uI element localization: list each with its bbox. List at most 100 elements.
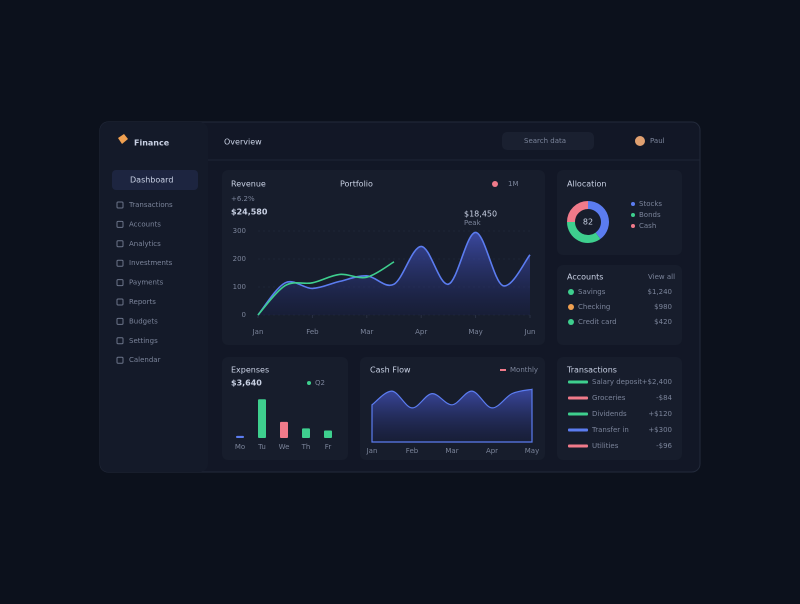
main-line (257, 261, 395, 316)
card-bars (222, 357, 348, 460)
x-tick-label: We (279, 443, 290, 451)
user-name: Paul (650, 137, 665, 145)
nav-icon[interactable] (116, 356, 124, 364)
nav-item[interactable]: Reports (129, 298, 156, 306)
page-title: Overview (224, 138, 262, 147)
chart-subtitle: Portfolio (340, 180, 373, 189)
bar (302, 428, 310, 438)
main-line (257, 231, 531, 316)
legend-dot (307, 381, 311, 385)
nav-item[interactable]: Budgets (129, 317, 158, 325)
account-amount: $420 (654, 318, 672, 326)
account-name: Checking (578, 303, 610, 311)
bars-total: $3,640 (231, 379, 262, 388)
nav-item[interactable]: Analytics (129, 240, 161, 248)
bar (236, 435, 244, 438)
nav-item[interactable]: Payments (129, 279, 164, 287)
transaction-bar (568, 380, 588, 384)
avatar[interactable] (635, 136, 645, 146)
account-amount: $980 (654, 303, 672, 311)
transaction-amount: +$2,400 (642, 378, 672, 386)
donut-title: Allocation (567, 180, 606, 189)
legend-text: Monthly (510, 366, 538, 374)
donut-segment (587, 201, 609, 239)
legend-text: Q2 (315, 379, 325, 387)
accounts-title: Accounts (567, 273, 603, 282)
x-tick-label: Tu (257, 443, 266, 451)
x-tick-label: May (525, 447, 539, 455)
x-tick-label: Feb (406, 447, 419, 455)
sidebar (100, 122, 208, 472)
transaction-amount: -$84 (656, 394, 672, 402)
donut-label: Bonds (639, 211, 661, 219)
x-tick-label: Jun (524, 328, 536, 336)
legend-text: 1M (508, 180, 519, 188)
account-amount: $1,240 (648, 288, 673, 296)
nav-item-active: Dashboard (130, 176, 173, 185)
brand: Finance (134, 139, 170, 148)
bar (258, 399, 266, 438)
y-tick-label: 300 (233, 227, 246, 235)
sidebar-active-bg[interactable] (112, 170, 198, 190)
nav-item[interactable]: Transactions (128, 201, 173, 209)
card-transactions (557, 357, 682, 460)
accounts-action: View all (648, 273, 675, 281)
x-tick-label: Jan (252, 328, 264, 336)
card-main (222, 170, 545, 345)
account-name: Savings (578, 288, 606, 296)
legend-dot (631, 213, 635, 217)
legend-dot (631, 202, 635, 206)
y-tick-label: 100 (233, 283, 246, 291)
nav-icon[interactable] (116, 317, 124, 325)
x-tick-label: Apr (415, 328, 427, 336)
bar (324, 430, 332, 438)
card-donut (557, 170, 682, 255)
main-area (258, 232, 530, 315)
nav-icon[interactable] (116, 240, 124, 248)
chart-total: $24,580 (231, 208, 268, 217)
nav-icon[interactable] (116, 337, 124, 345)
account-icon (568, 289, 574, 295)
transaction-bar (568, 428, 588, 432)
nav-item[interactable]: Calendar (129, 356, 161, 364)
transaction-name: Dividends (592, 410, 627, 418)
transaction-bar (568, 412, 588, 416)
nav-icon[interactable] (116, 298, 124, 306)
legend-dot (492, 181, 498, 187)
area (371, 388, 533, 443)
donut-center: 82 (583, 218, 593, 227)
y-tick-label: 0 (242, 311, 246, 319)
transaction-amount: -$96 (656, 442, 672, 450)
transaction-name: Utilities (592, 442, 619, 450)
account-name: Credit card (578, 318, 617, 326)
x-tick-label: Mar (360, 328, 373, 336)
nav-item[interactable]: Investments (129, 259, 173, 267)
peak-label: $18,450 (464, 210, 497, 219)
transaction-name: Groceries (592, 394, 626, 402)
card-accounts (557, 265, 682, 345)
legend-dot (631, 224, 635, 228)
x-tick-label: Jan (366, 447, 378, 455)
transaction-bar (568, 396, 588, 400)
nav-item[interactable]: Accounts (129, 220, 161, 228)
x-tick-label: Feb (306, 328, 319, 336)
area-title: Cash Flow (370, 366, 411, 375)
bars-title: Expenses (231, 366, 269, 375)
chart-title: Revenue (231, 180, 266, 189)
account-icon (568, 304, 574, 310)
x-tick-label: Apr (486, 447, 498, 455)
transaction-name: Salary deposit (592, 378, 642, 386)
nav-icon[interactable] (116, 201, 124, 209)
nav-icon[interactable] (116, 259, 124, 267)
nav-icon[interactable] (116, 279, 124, 287)
transaction-bar (568, 444, 588, 448)
chart-change: +6.2% (231, 195, 255, 203)
nav-icon[interactable] (116, 220, 124, 228)
transaction-name: Transfer in (591, 426, 629, 434)
nav-item[interactable]: Settings (129, 337, 158, 345)
logo (118, 134, 128, 144)
search-box[interactable] (502, 132, 594, 150)
donut-label: Stocks (639, 200, 662, 208)
transaction-amount: +$300 (648, 426, 672, 434)
